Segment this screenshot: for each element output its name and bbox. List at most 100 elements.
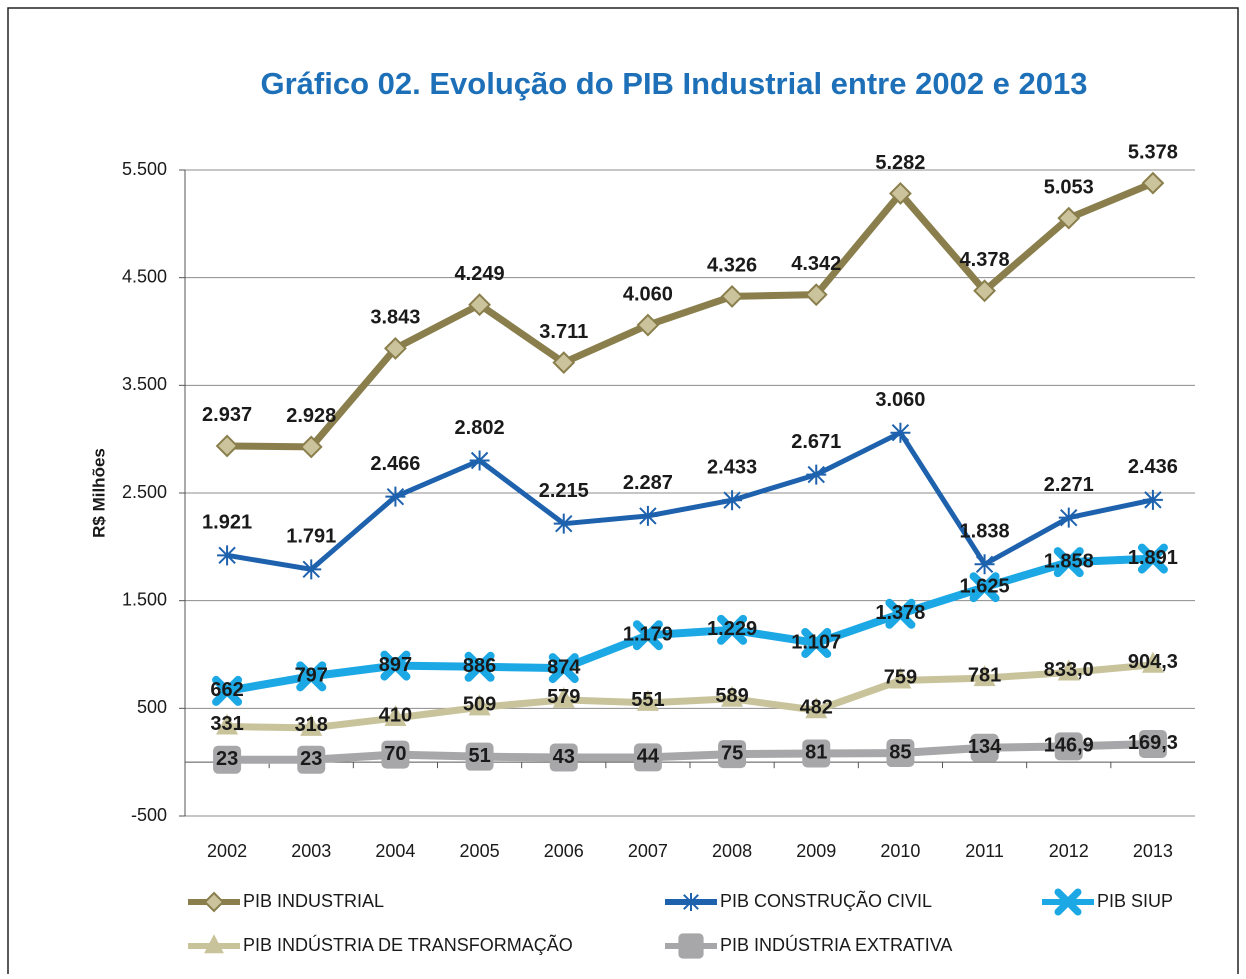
legend-label: PIB CONSTRUÇÃO CIVIL	[720, 890, 932, 911]
marker	[632, 620, 663, 651]
value-label: 2.466	[370, 453, 420, 475]
marker	[300, 714, 323, 736]
marker	[381, 740, 410, 769]
value-label: 2.215	[539, 480, 589, 502]
series-line	[226, 430, 1154, 572]
marker	[553, 513, 574, 534]
value-label: 331	[210, 713, 243, 735]
marker	[801, 627, 832, 658]
y-tick-label: -500	[131, 805, 167, 825]
value-label: 5.053	[1044, 176, 1094, 198]
value-label: 5.378	[1128, 141, 1178, 163]
legend-item: PIB INDÚSTRIA EXTRATIVA	[665, 933, 952, 959]
marker	[548, 653, 579, 684]
marker	[721, 685, 744, 707]
x-tick-label: 2013	[1133, 841, 1173, 861]
value-label: 482	[800, 697, 833, 719]
marker	[633, 743, 662, 772]
marker	[212, 675, 243, 706]
value-label: 589	[715, 685, 748, 707]
value-label: 2.271	[1044, 474, 1094, 496]
y-tick-label: 4.500	[122, 266, 167, 286]
marker	[1054, 888, 1082, 916]
marker	[678, 933, 704, 959]
value-label: 2.433	[707, 456, 757, 478]
value-label: 2.802	[455, 417, 505, 439]
value-label: 169,3	[1128, 732, 1178, 754]
marker	[549, 743, 578, 772]
marker	[718, 740, 747, 769]
value-label: 134	[968, 736, 1002, 758]
value-label: 43	[553, 746, 575, 768]
value-label: 1.179	[623, 624, 673, 646]
marker	[973, 665, 996, 687]
series	[212, 543, 1168, 706]
series	[216, 651, 1164, 736]
x-tick-label: 2011	[965, 841, 1004, 861]
marker	[1138, 729, 1167, 758]
value-label: 662	[210, 679, 243, 701]
marker	[1137, 543, 1168, 574]
marker	[1053, 547, 1084, 578]
value-label: 23	[216, 748, 238, 770]
x-tick-label: 2012	[1049, 841, 1089, 861]
value-label: 1.838	[960, 521, 1010, 543]
legend-label: PIB INDÚSTRIA EXTRATIVA	[720, 934, 952, 955]
legend-item: PIB SIUP	[1042, 888, 1173, 916]
value-label: 904,3	[1128, 651, 1178, 673]
x-tick-label: 2010	[880, 841, 920, 861]
x-tick-label: 2002	[207, 841, 247, 861]
value-label: 44	[637, 746, 660, 768]
value-label: 3.060	[875, 389, 925, 411]
marker	[1141, 171, 1165, 195]
chart-title: Gráfico 02. Evolução do PIB Industrial e…	[261, 66, 1088, 101]
value-label: 2.937	[202, 404, 252, 426]
x-tick-label: 2008	[712, 841, 752, 861]
marker	[296, 661, 327, 692]
marker	[682, 893, 700, 911]
value-label: 1.891	[1128, 547, 1178, 569]
value-label: 1.921	[202, 512, 252, 534]
marker	[717, 614, 748, 645]
series-line	[226, 554, 1154, 695]
value-label: 781	[968, 664, 1001, 686]
marker	[552, 351, 576, 375]
series-line	[227, 739, 1154, 764]
legend-label: PIB INDUSTRIAL	[243, 891, 384, 911]
marker	[886, 739, 915, 768]
value-label: 2.287	[623, 472, 673, 494]
series-line	[227, 179, 1155, 451]
value-label: 4.249	[455, 263, 505, 285]
legend-item: PIB INDUSTRIAL	[188, 891, 384, 913]
value-label: 75	[721, 742, 743, 764]
value-label: 833,0	[1044, 659, 1094, 681]
value-label: 4.378	[960, 249, 1010, 271]
marker	[468, 293, 491, 317]
marker	[805, 697, 828, 719]
y-tick-label: 2.500	[122, 482, 167, 502]
value-label: 759	[884, 667, 917, 689]
marker	[720, 284, 744, 308]
marker	[804, 283, 828, 307]
value-label: 23	[300, 748, 322, 770]
marker	[636, 689, 659, 711]
x-tick-label: 2003	[291, 841, 331, 861]
value-label: 81	[805, 742, 827, 764]
marker	[464, 651, 495, 682]
marker	[969, 572, 1000, 603]
value-label: 1.791	[286, 526, 336, 548]
y-axis-label: R$ Milhões	[89, 448, 108, 538]
value-label: 410	[379, 704, 412, 726]
marker	[204, 934, 224, 954]
value-label: 4.326	[707, 255, 757, 277]
marker	[974, 554, 995, 575]
value-label: 1.229	[707, 618, 757, 640]
value-label: 5.282	[875, 152, 925, 174]
value-label: 4.342	[791, 253, 841, 275]
value-label: 509	[463, 694, 496, 716]
marker	[301, 559, 322, 580]
marker	[213, 745, 242, 774]
y-tick-label: 3.500	[122, 374, 167, 394]
marker	[380, 650, 411, 681]
